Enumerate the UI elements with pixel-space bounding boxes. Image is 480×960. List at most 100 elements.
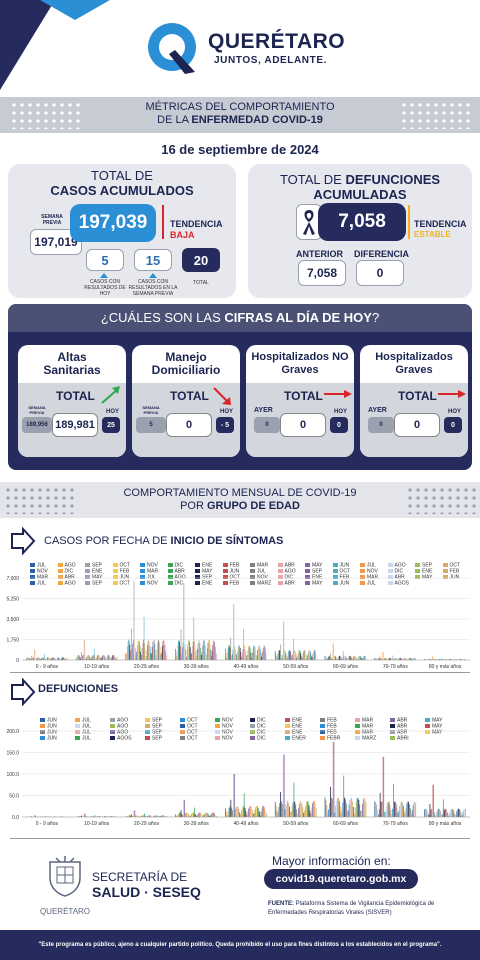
chart-bar (455, 659, 457, 660)
chart-bar (51, 657, 53, 660)
chart-bar (315, 808, 317, 817)
chart-bar (277, 812, 279, 817)
chart-bar (334, 812, 336, 817)
chart-bar (92, 655, 94, 660)
chart-bar (147, 644, 148, 660)
legend-item: MAY (305, 581, 322, 586)
chart-bar (83, 640, 85, 660)
chart-bar (275, 653, 277, 660)
chart-bar (227, 811, 229, 817)
chart-bar (409, 804, 410, 817)
chart-bar (433, 659, 435, 660)
chart-bar (107, 655, 109, 660)
chart-bar (250, 652, 252, 660)
legend-item: NOV (215, 730, 233, 735)
today-card-right-value: 0 (330, 417, 348, 433)
x-category-label: 50-59 años (283, 821, 309, 827)
chart-bar (101, 657, 102, 660)
chart-bar (377, 808, 378, 817)
chart-bar (399, 805, 401, 817)
chart-bar (340, 657, 342, 660)
chart-bar (239, 647, 241, 660)
chart-bar (352, 801, 353, 817)
today-question-bar (8, 304, 472, 332)
mourning-ribbon-icon (303, 210, 315, 235)
chart-bar (343, 656, 345, 660)
y-tick-label: 1,750 (6, 638, 19, 644)
today-card-graves: Hospitalizados Graves TOTAL AYER HOY 0 0… (360, 345, 468, 457)
x-category-label: 30-39 años (184, 664, 210, 670)
cases-title1: TOTAL DE (91, 168, 153, 183)
deaths-diff-value: 0 (356, 260, 404, 286)
chart-bar (312, 653, 314, 660)
chart-bar (93, 816, 95, 817)
legend-item: MAR (355, 730, 373, 735)
chart-bar (128, 815, 129, 817)
chart-bar (177, 815, 178, 817)
chart-bar (198, 812, 200, 817)
chart-bar (356, 658, 357, 660)
legend-item: AGO (387, 563, 406, 568)
legend-item: NOV (215, 736, 233, 741)
legend-item: SEP (415, 563, 432, 568)
chart-bar (335, 656, 337, 660)
chart-bar (45, 659, 47, 660)
chart-bar (227, 648, 229, 660)
trend-up-arrow-icon (101, 386, 120, 404)
legend-item: ABR (390, 718, 407, 723)
info-url-link[interactable]: covid19.queretaro.gob.mx (264, 869, 418, 889)
chart-bar (336, 800, 337, 817)
today-card-right-value: 0 (444, 417, 462, 433)
chart-bar (188, 640, 190, 660)
chart-bar (387, 801, 389, 817)
chart-bar (28, 657, 30, 660)
chart-bar (338, 656, 339, 660)
today-card-no-graves: Hospitalizados NO Graves TOTAL AYER HOY … (246, 345, 354, 457)
chart-bar (235, 649, 236, 660)
chart-bar (216, 653, 218, 660)
chart-bar (312, 803, 313, 817)
chart-bar (244, 646, 246, 660)
chart-bar (130, 650, 131, 660)
chart-bar (344, 655, 346, 660)
legend-item: JUL (360, 581, 376, 586)
chart-bar (280, 792, 281, 817)
chart-bar (56, 658, 57, 660)
chart-bar (249, 806, 250, 817)
chart-bar (155, 656, 157, 660)
legend-item: JUL (75, 724, 91, 729)
chart-bar (352, 657, 354, 660)
legend-item: JUN (442, 575, 459, 580)
chart-bar (87, 655, 88, 660)
legend-item: FEB (112, 569, 129, 574)
legend-item: OCT (180, 718, 198, 723)
chart-bar (136, 651, 137, 660)
chart-bar (415, 802, 417, 817)
chart-bar (343, 775, 345, 817)
chart-bar (351, 658, 353, 660)
legend-item: JUL (360, 563, 376, 568)
chart-bar (43, 657, 45, 660)
chart-bar (214, 641, 215, 660)
chart-bar (149, 641, 150, 660)
chart-bar (63, 657, 64, 660)
legend-item: DIC (250, 736, 266, 741)
chart-bar (433, 784, 434, 817)
chart-bar (215, 815, 217, 817)
chart-bar (154, 644, 156, 660)
chart-bar (108, 654, 109, 660)
chart-bar (98, 655, 100, 660)
chart-bar (405, 658, 407, 660)
chart-bar (332, 643, 334, 660)
today-card-title: Hospitalizados NO Graves (251, 351, 349, 376)
chart-bar (234, 774, 235, 817)
chart-bar (331, 658, 332, 660)
chart-bar (85, 816, 87, 817)
chart-bar (99, 656, 100, 660)
chart-bar (59, 657, 60, 660)
chart-bar (305, 805, 306, 817)
chart-bar (264, 807, 265, 817)
chart-bar (299, 801, 301, 817)
chart-bar (198, 640, 200, 660)
legend-item: NOV (140, 581, 158, 586)
